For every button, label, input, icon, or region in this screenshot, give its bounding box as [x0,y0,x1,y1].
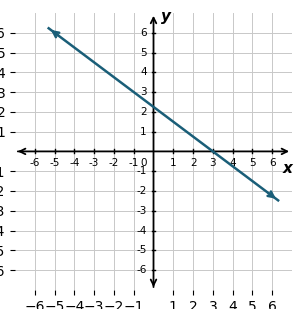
Text: y: y [161,9,172,24]
Text: -3: -3 [89,158,99,168]
Text: -1: -1 [136,166,147,176]
Text: -1: -1 [129,158,139,168]
Text: 1: 1 [170,158,177,168]
Text: 3: 3 [209,158,216,168]
Text: 4: 4 [140,67,147,77]
Text: -6: -6 [29,158,40,168]
Text: 5: 5 [140,48,147,57]
Text: 3: 3 [140,87,147,97]
Text: 2: 2 [190,158,196,168]
Text: 6: 6 [140,28,147,38]
Text: 5: 5 [249,158,256,168]
Text: -2: -2 [136,186,147,196]
Text: 0: 0 [140,158,147,168]
Text: 6: 6 [269,158,275,168]
Text: -6: -6 [136,265,147,275]
Text: -2: -2 [109,158,119,168]
Text: -5: -5 [136,245,147,255]
Text: -4: -4 [69,158,79,168]
Text: 4: 4 [229,158,236,168]
Text: x: x [283,161,293,176]
Text: 1: 1 [140,127,147,137]
Text: -4: -4 [136,226,147,235]
Text: -3: -3 [136,206,147,216]
Text: -5: -5 [49,158,60,168]
Text: 2: 2 [140,107,147,117]
